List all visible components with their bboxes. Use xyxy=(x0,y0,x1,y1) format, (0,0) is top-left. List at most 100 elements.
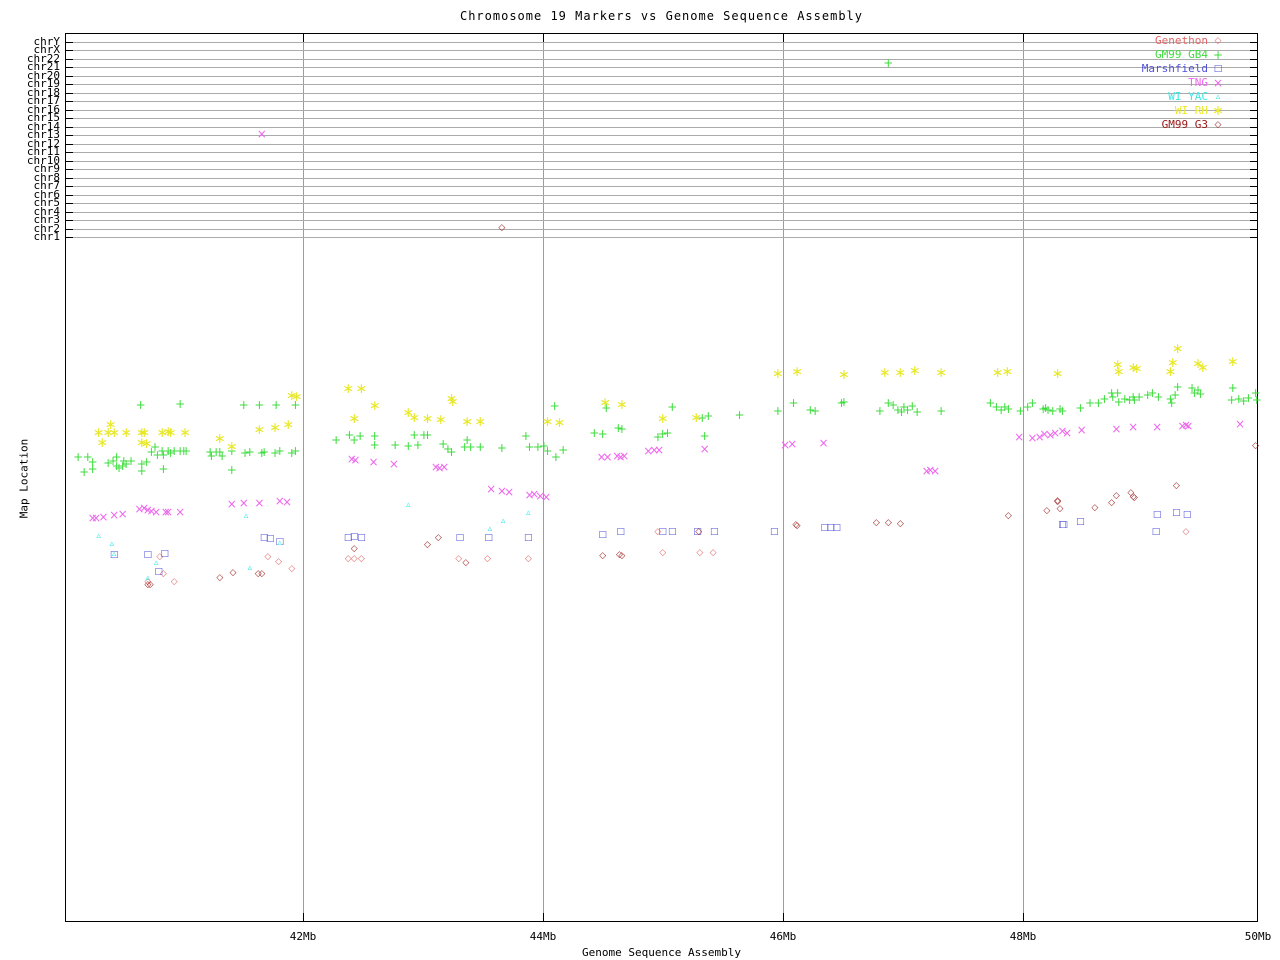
y-tick-mark-right xyxy=(1250,212,1257,213)
y-tick-label-chromosome: chr17 xyxy=(26,94,60,107)
y-tick-mark-right xyxy=(1250,220,1257,221)
x-tick-label: 42Mb xyxy=(289,930,317,943)
y-tick-mark-left xyxy=(66,84,73,85)
chromosome-row-line xyxy=(66,161,1257,162)
y-tick-label-chromosome: chr10 xyxy=(26,154,60,167)
y-tick-mark-right xyxy=(1250,118,1257,119)
y-tick-mark-left xyxy=(66,186,73,187)
y-tick-label-chromosome: chr11 xyxy=(26,145,60,158)
y-tick-mark-left xyxy=(66,67,73,68)
y-tick-label-chromosome: chr1 xyxy=(33,230,61,243)
chromosome-row-line xyxy=(66,212,1257,213)
y-tick-label-chromosome: chr15 xyxy=(26,111,60,124)
x-tick-mark xyxy=(1023,34,1024,42)
y-tick-mark-left xyxy=(66,178,73,179)
chromosome-row-line xyxy=(66,178,1257,179)
y-tick-mark-right xyxy=(1250,110,1257,111)
y-tick-label-chromosome: chr5 xyxy=(33,196,61,209)
y-tick-label-chromosome: chr3 xyxy=(33,213,61,226)
y-tick-mark-left xyxy=(66,127,73,128)
y-tick-label-chromosome: chrX xyxy=(33,43,61,56)
x-tick-mark xyxy=(543,913,544,921)
chromosome-row-line xyxy=(66,76,1257,77)
x-tick-mark xyxy=(543,34,544,42)
x-tick-mark xyxy=(783,913,784,921)
y-tick-mark-left xyxy=(66,237,73,238)
chromosome-row-line xyxy=(66,203,1257,204)
chromosome-row-line xyxy=(66,186,1257,187)
y-tick-mark-right xyxy=(1250,93,1257,94)
chromosome-row-line xyxy=(66,67,1257,68)
y-tick-mark-right xyxy=(1250,161,1257,162)
y-tick-mark-left xyxy=(66,76,73,77)
chromosome-row-line xyxy=(66,229,1257,230)
chromosome-row-line xyxy=(66,195,1257,196)
x-axis-label: Genome Sequence Assembly xyxy=(582,946,741,959)
x-tick-label: 44Mb xyxy=(529,930,557,943)
y-tick-label-chromosome: chr22 xyxy=(26,52,60,65)
chromosome-row-line xyxy=(66,169,1257,170)
y-tick-label-chromosome: chr6 xyxy=(33,188,61,201)
x-tick-mark xyxy=(783,34,784,42)
y-tick-label-chromosome: chr14 xyxy=(26,120,60,133)
legend-entry-label: Marshfield xyxy=(1141,62,1208,75)
y-tick-mark-left xyxy=(66,50,73,51)
y-tick-mark-left xyxy=(66,135,73,136)
x-tick-mark xyxy=(303,913,304,921)
y-tick-mark-left xyxy=(66,161,73,162)
y-tick-mark-right xyxy=(1250,101,1257,102)
y-tick-label-chromosome: chr4 xyxy=(33,205,61,218)
y-tick-mark-left xyxy=(66,59,73,60)
y-tick-mark-right xyxy=(1250,169,1257,170)
chromosome-row-line xyxy=(66,50,1257,51)
x-gridline xyxy=(303,34,304,921)
y-tick-mark-right xyxy=(1250,203,1257,204)
y-tick-mark-right xyxy=(1250,195,1257,196)
y-axis-label: Map Location xyxy=(17,438,31,519)
x-gridline xyxy=(783,34,784,921)
chromosome-row-line xyxy=(66,101,1257,102)
y-tick-mark-right xyxy=(1250,186,1257,187)
y-tick-mark-right xyxy=(1250,144,1257,145)
y-tick-mark-left xyxy=(66,195,73,196)
y-tick-mark-left xyxy=(66,229,73,230)
chromosome-row-line xyxy=(66,59,1257,60)
chromosome-row-line xyxy=(66,144,1257,145)
chromosome-row-line xyxy=(66,127,1257,128)
y-tick-mark-right xyxy=(1250,229,1257,230)
x-gridline xyxy=(1023,34,1024,921)
y-tick-mark-right xyxy=(1250,84,1257,85)
chromosome-row-line xyxy=(66,84,1257,85)
y-tick-mark-right xyxy=(1250,237,1257,238)
y-tick-label-chromosome: chr13 xyxy=(26,128,60,141)
y-tick-mark-left xyxy=(66,118,73,119)
legend-entry-label: TNG xyxy=(1188,76,1208,89)
chromosome-row-line xyxy=(66,152,1257,153)
chromosome-row-line xyxy=(66,135,1257,136)
y-tick-mark-right xyxy=(1250,67,1257,68)
chromosome-row-line xyxy=(66,118,1257,119)
y-tick-label-chromosome: chr12 xyxy=(26,137,60,150)
y-tick-label-chromosome: chr9 xyxy=(33,162,61,175)
y-tick-mark-left xyxy=(66,42,73,43)
y-tick-mark-right xyxy=(1250,76,1257,77)
y-tick-mark-left xyxy=(66,101,73,102)
y-tick-mark-left xyxy=(66,110,73,111)
chromosome-row-line xyxy=(66,220,1257,221)
y-tick-mark-right xyxy=(1250,42,1257,43)
y-tick-mark-left xyxy=(66,220,73,221)
y-tick-label-chromosome: chr2 xyxy=(33,222,61,235)
y-tick-mark-right xyxy=(1250,59,1257,60)
y-tick-mark-right xyxy=(1250,178,1257,179)
x-tick-mark xyxy=(303,34,304,42)
legend-entry-label: GM99 G3 xyxy=(1161,118,1208,131)
y-tick-mark-left xyxy=(66,203,73,204)
y-tick-mark-right xyxy=(1250,152,1257,153)
legend-entry-label: WI YAC xyxy=(1168,90,1208,103)
y-tick-mark-right xyxy=(1250,127,1257,128)
y-tick-mark-left xyxy=(66,212,73,213)
y-tick-mark-left xyxy=(66,144,73,145)
y-tick-label-chromosome: chr20 xyxy=(26,69,60,82)
y-tick-label-chromosome: chr8 xyxy=(33,171,61,184)
